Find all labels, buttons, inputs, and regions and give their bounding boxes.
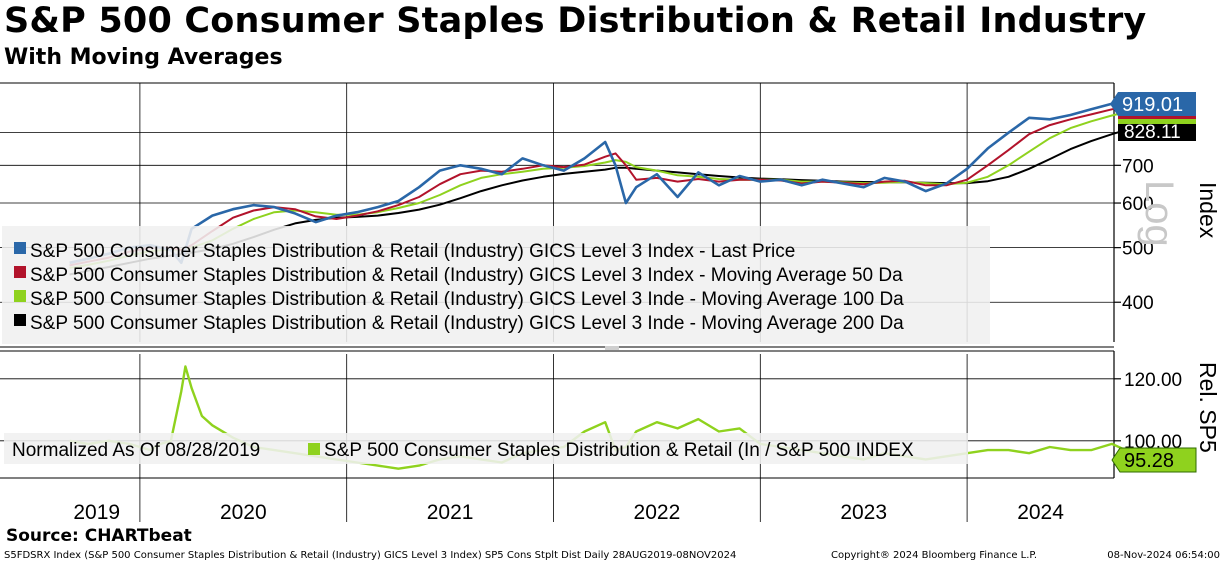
legend-label-price: S&P 500 Consumer Staples Distribution & … bbox=[30, 241, 795, 262]
legend-label-relative: S&P 500 Consumer Staples Distribution & … bbox=[324, 440, 914, 461]
x-axis: 2019 2020 2021 2022 2023 2024 bbox=[73, 354, 1064, 524]
badge-price-value: 919.01 bbox=[1122, 94, 1183, 116]
chart-subtitle: With Moving Averages bbox=[4, 45, 283, 70]
source-label: Source: CHARTbeat bbox=[6, 526, 192, 546]
lower-y-tick-label: 120.00 bbox=[1124, 370, 1182, 391]
legend-label-ma50: S&P 500 Consumer Staples Distribution & … bbox=[30, 265, 903, 286]
legend-label-ma100: S&P 500 Consumer Staples Distribution & … bbox=[30, 289, 904, 310]
badge-relative-value: 95.28 bbox=[1124, 450, 1174, 472]
chart-title: S&P 500 Consumer Staples Distribution & … bbox=[4, 1, 1147, 41]
x-tick-label: 2019 bbox=[73, 501, 120, 524]
badge-ma200-value: 828.11 bbox=[1124, 122, 1181, 143]
upper-y-tick-label: 600 bbox=[1122, 194, 1154, 215]
badge-price: 919.01 bbox=[1110, 92, 1196, 116]
footer-description: S5FDSRX Index (S&P 500 Consumer Staples … bbox=[4, 550, 737, 561]
x-tick-label: 2023 bbox=[840, 501, 887, 524]
x-tick-label: 2020 bbox=[220, 501, 267, 524]
legend-swatch-ma200 bbox=[14, 314, 26, 326]
log-scale-label: Log bbox=[1137, 180, 1181, 247]
legend-swatch-ma50 bbox=[14, 266, 26, 278]
legend-label-ma200: S&P 500 Consumer Staples Distribution & … bbox=[30, 313, 904, 334]
upper-legend: S&P 500 Consumer Staples Distribution & … bbox=[2, 226, 990, 344]
normalization-note: Normalized As Of 08/28/2019 bbox=[12, 440, 260, 461]
x-tick-label: 2024 bbox=[1017, 501, 1064, 524]
badge-ma100 bbox=[1118, 116, 1196, 124]
upper-y-tick-label: 500 bbox=[1122, 239, 1154, 260]
upper-y-tick-label: 400 bbox=[1122, 293, 1154, 314]
x-tick-label: 2022 bbox=[634, 501, 681, 524]
legend-swatch-price bbox=[14, 242, 26, 254]
lower-legend: Normalized As Of 08/28/2019 S&P 500 Cons… bbox=[4, 433, 968, 464]
x-tick-label: 2021 bbox=[427, 501, 474, 524]
line-last-price bbox=[69, 97, 1146, 265]
badge-relative: 95.28 bbox=[1111, 447, 1197, 473]
footer-copyright: Copyright® 2024 Bloomberg Finance L.P. bbox=[831, 550, 1038, 561]
y-axis-title-index: Index bbox=[1195, 182, 1221, 239]
legend-swatch-ma100 bbox=[14, 290, 26, 302]
panel-resize-handle bbox=[605, 346, 619, 350]
y-axis-title-relative: Rel. SP5 bbox=[1195, 362, 1221, 453]
legend-swatch-relative bbox=[308, 443, 320, 455]
upper-y-tick-label: 700 bbox=[1122, 156, 1154, 177]
badge-ma200: 828.11 bbox=[1118, 121, 1196, 143]
footer-timestamp: 08-Nov-2024 06:54:00 bbox=[1107, 550, 1220, 561]
